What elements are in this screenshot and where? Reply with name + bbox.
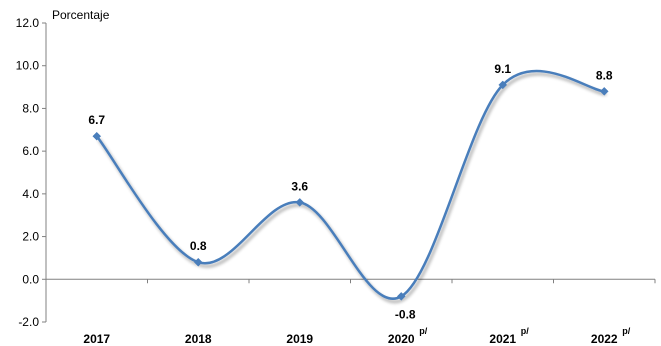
x-tick-label: 2017 xyxy=(83,332,110,346)
y-axis-title: Porcentaje xyxy=(52,8,110,22)
x-tick-superscript: p/ xyxy=(622,326,630,336)
data-label: 9.1 xyxy=(494,62,511,76)
data-point-marker xyxy=(396,292,406,301)
data-point-marker xyxy=(92,131,102,141)
series-line xyxy=(95,69,605,300)
x-tick-label: 2018 xyxy=(185,332,212,346)
x-tick-superscript: p/ xyxy=(521,326,529,336)
data-point-marker xyxy=(498,80,508,90)
data-label: -0.8 xyxy=(395,307,416,321)
y-tick-label: 8.0 xyxy=(22,101,39,115)
data-point-marker xyxy=(193,257,203,267)
y-tick-label: 2.0 xyxy=(22,230,39,244)
y-tick-label: 6.0 xyxy=(22,144,39,158)
y-tick-label: 4.0 xyxy=(22,187,39,201)
y-tick-label: 12.0 xyxy=(16,16,40,30)
data-label: 0.8 xyxy=(190,239,207,253)
data-label: 8.8 xyxy=(596,68,613,82)
data-point-marker xyxy=(295,198,305,207)
y-ticks: 12.0 10.0 8.0 6.0 4.0 2.0 0.0 -2.0 xyxy=(16,16,46,329)
x-tick-label: 2021 xyxy=(489,332,516,346)
y-tick-label: 0.0 xyxy=(22,272,39,286)
x-tick-label: 2020 xyxy=(388,332,415,346)
markers xyxy=(92,80,609,301)
y-tick-label: -2.0 xyxy=(18,315,39,329)
data-labels: 6.7 0.8 3.6 -0.8 9.1 8.8 xyxy=(88,62,613,321)
data-point-marker xyxy=(599,86,609,96)
x-ticks: 2017 2018 2019 2020 p/2021 p/2022 p/ xyxy=(45,279,656,346)
x-tick-label: 2019 xyxy=(286,332,313,346)
data-label: 6.7 xyxy=(88,113,105,127)
y-tick-label: 10.0 xyxy=(16,59,40,73)
data-label: 3.6 xyxy=(291,179,308,193)
x-tick-superscript: p/ xyxy=(419,326,427,336)
x-tick-label: 2022 xyxy=(591,332,618,346)
